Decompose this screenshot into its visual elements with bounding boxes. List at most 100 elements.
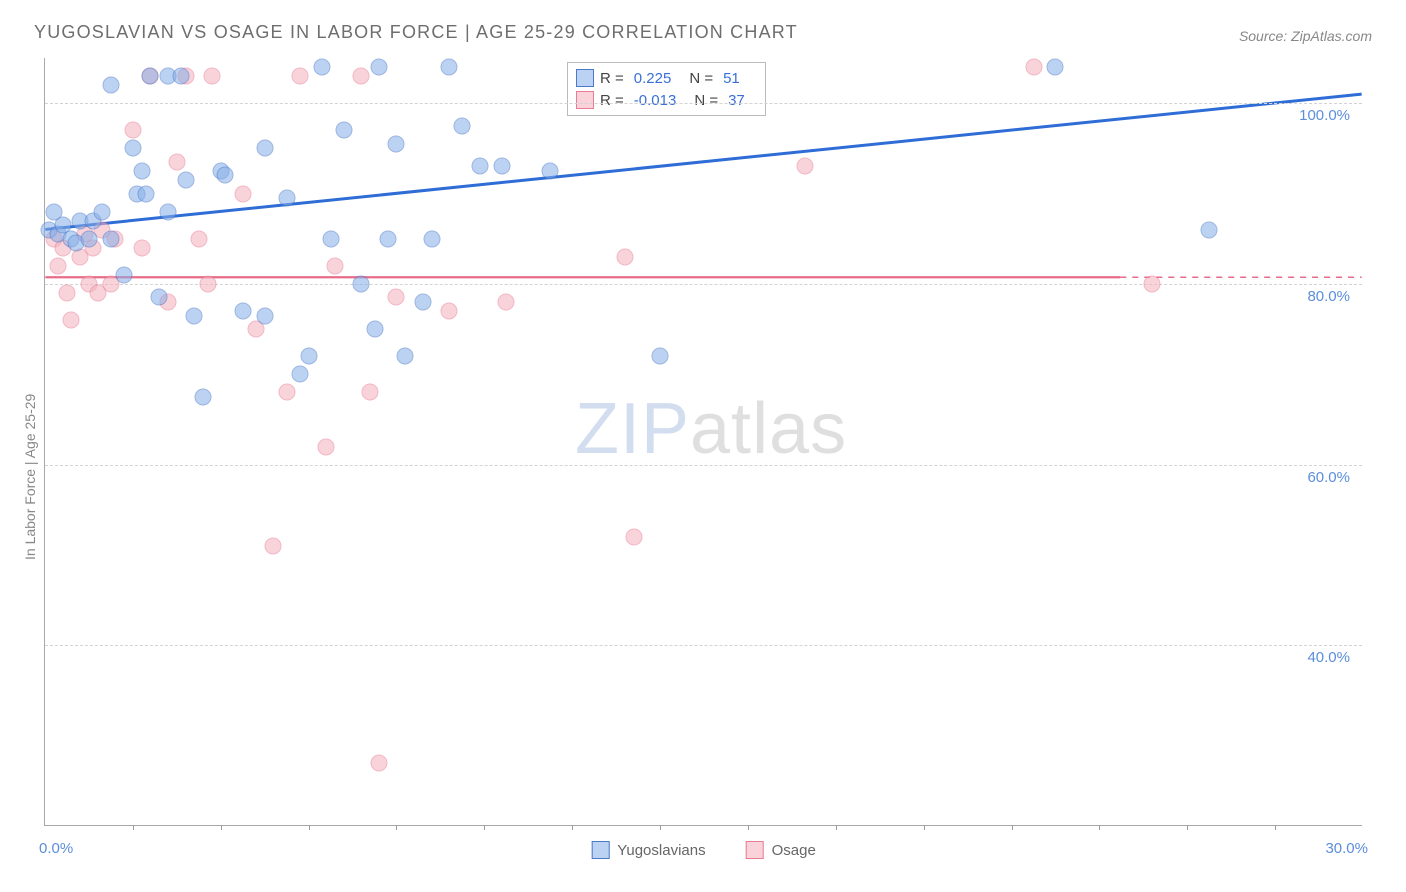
data-point-blue	[278, 190, 295, 207]
data-point-blue	[493, 158, 510, 175]
data-point-pink	[1144, 275, 1161, 292]
swatch-pink-icon	[576, 91, 594, 109]
x-tick-mark	[1275, 825, 1276, 830]
data-point-pink	[278, 384, 295, 401]
swatch-pink-icon	[746, 841, 764, 859]
legend-label-blue: Yugoslavians	[617, 842, 705, 859]
stats-r-value-pink: -0.013	[634, 92, 677, 109]
x-tick-mark	[924, 825, 925, 830]
data-point-blue	[335, 122, 352, 139]
data-point-pink	[370, 754, 387, 771]
grid-line	[45, 645, 1362, 646]
plot-area: ZIPatlas R = 0.225 N = 51 R = -0.013 N =…	[44, 58, 1362, 826]
data-point-blue	[397, 348, 414, 365]
data-point-blue	[80, 230, 97, 247]
data-point-blue	[151, 289, 168, 306]
data-point-pink	[58, 284, 75, 301]
stats-r-label: R =	[600, 92, 624, 109]
x-tick-mark	[396, 825, 397, 830]
data-point-blue	[388, 135, 405, 152]
data-point-blue	[542, 162, 559, 179]
data-point-blue	[291, 366, 308, 383]
data-point-blue	[173, 68, 190, 85]
stats-n-value-blue: 51	[723, 70, 740, 87]
stats-box: R = 0.225 N = 51 R = -0.013 N = 37	[567, 62, 766, 116]
data-point-blue	[195, 388, 212, 405]
data-point-blue	[1047, 59, 1064, 76]
regression-lines	[45, 58, 1362, 825]
data-point-blue	[160, 203, 177, 220]
x-tick-mark	[309, 825, 310, 830]
y-tick-label: 100.0%	[1299, 107, 1350, 124]
data-point-pink	[190, 230, 207, 247]
stats-r-value-blue: 0.225	[634, 70, 672, 87]
data-point-pink	[353, 68, 370, 85]
data-point-blue	[322, 230, 339, 247]
x-tick-mark	[748, 825, 749, 830]
y-tick-label: 40.0%	[1307, 649, 1350, 666]
data-point-blue	[353, 275, 370, 292]
data-point-blue	[423, 230, 440, 247]
data-point-blue	[471, 158, 488, 175]
x-tick-mark	[660, 825, 661, 830]
swatch-blue-icon	[591, 841, 609, 859]
data-point-pink	[265, 537, 282, 554]
data-point-blue	[186, 307, 203, 324]
legend-item-pink: Osage	[746, 841, 816, 859]
stats-row-blue: R = 0.225 N = 51	[576, 67, 757, 89]
data-point-blue	[454, 117, 471, 134]
x-tick-mark	[1187, 825, 1188, 830]
data-point-pink	[50, 257, 67, 274]
swatch-blue-icon	[576, 69, 594, 87]
x-tick-mark	[1099, 825, 1100, 830]
grid-line	[45, 284, 1362, 285]
watermark-atlas: atlas	[690, 389, 847, 469]
data-point-blue	[379, 230, 396, 247]
stats-n-value-pink: 37	[728, 92, 745, 109]
data-point-blue	[414, 293, 431, 310]
data-point-pink	[234, 185, 251, 202]
data-point-pink	[616, 248, 633, 265]
watermark: ZIPatlas	[575, 388, 847, 470]
data-point-blue	[441, 59, 458, 76]
data-point-pink	[63, 312, 80, 329]
data-point-blue	[652, 348, 669, 365]
data-point-pink	[362, 384, 379, 401]
data-point-blue	[366, 321, 383, 338]
x-tick-mark	[484, 825, 485, 830]
stats-n-label: N =	[694, 92, 718, 109]
data-point-blue	[313, 59, 330, 76]
data-point-blue	[256, 307, 273, 324]
data-point-blue	[256, 140, 273, 157]
bottom-legend: Yugoslavians Osage	[591, 841, 816, 859]
stats-n-label: N =	[689, 70, 713, 87]
data-point-blue	[102, 230, 119, 247]
data-point-blue	[234, 302, 251, 319]
data-point-blue	[177, 171, 194, 188]
x-tick-mark	[1012, 825, 1013, 830]
data-point-blue	[300, 348, 317, 365]
y-axis-label: In Labor Force | Age 25-29	[22, 394, 38, 560]
data-point-pink	[318, 438, 335, 455]
grid-line	[45, 103, 1362, 104]
y-tick-label: 80.0%	[1307, 288, 1350, 305]
data-point-pink	[388, 289, 405, 306]
data-point-pink	[797, 158, 814, 175]
x-tick-label: 0.0%	[39, 840, 73, 857]
x-tick-mark	[572, 825, 573, 830]
data-point-pink	[124, 122, 141, 139]
data-point-blue	[217, 167, 234, 184]
source-text: Source: ZipAtlas.com	[1239, 28, 1372, 44]
x-tick-mark	[836, 825, 837, 830]
x-tick-mark	[221, 825, 222, 830]
data-point-pink	[326, 257, 343, 274]
data-point-pink	[441, 302, 458, 319]
stats-row-pink: R = -0.013 N = 37	[576, 89, 757, 111]
stats-r-label: R =	[600, 70, 624, 87]
data-point-pink	[498, 293, 515, 310]
data-point-pink	[625, 528, 642, 545]
chart-title: YUGOSLAVIAN VS OSAGE IN LABOR FORCE | AG…	[34, 22, 798, 43]
watermark-zip: ZIP	[575, 389, 690, 469]
data-point-blue	[94, 203, 111, 220]
legend-item-blue: Yugoslavians	[591, 841, 705, 859]
